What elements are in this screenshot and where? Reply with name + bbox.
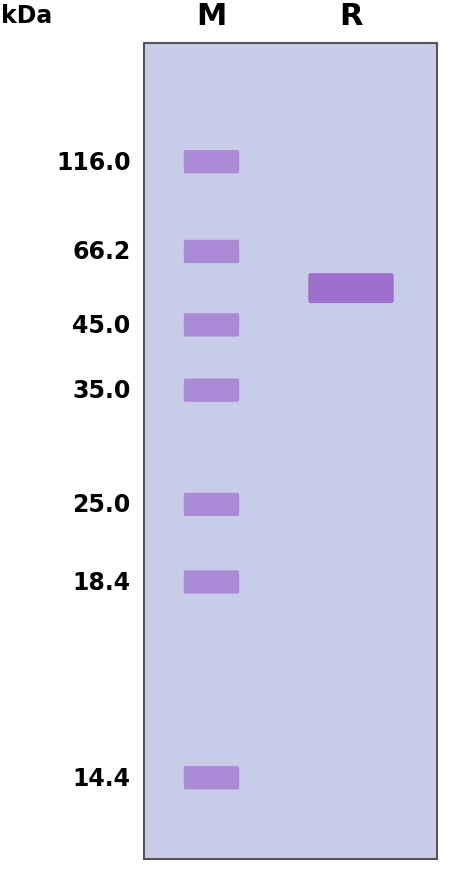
Text: kDa: kDa	[1, 4, 53, 28]
Text: 66.2: 66.2	[72, 240, 130, 264]
FancyBboxPatch shape	[184, 240, 239, 264]
FancyBboxPatch shape	[184, 571, 239, 594]
Text: 45.0: 45.0	[72, 314, 130, 338]
FancyBboxPatch shape	[184, 379, 239, 402]
Text: 14.4: 14.4	[72, 766, 130, 790]
Text: 25.0: 25.0	[72, 493, 130, 517]
FancyBboxPatch shape	[184, 766, 239, 789]
FancyBboxPatch shape	[184, 314, 239, 338]
FancyBboxPatch shape	[144, 44, 436, 859]
Text: M: M	[196, 2, 227, 31]
Text: 18.4: 18.4	[72, 571, 130, 595]
FancyBboxPatch shape	[308, 274, 394, 304]
FancyBboxPatch shape	[184, 494, 239, 517]
Text: 116.0: 116.0	[56, 151, 130, 175]
Text: 35.0: 35.0	[72, 378, 130, 403]
FancyBboxPatch shape	[184, 151, 239, 175]
Text: R: R	[339, 2, 363, 31]
